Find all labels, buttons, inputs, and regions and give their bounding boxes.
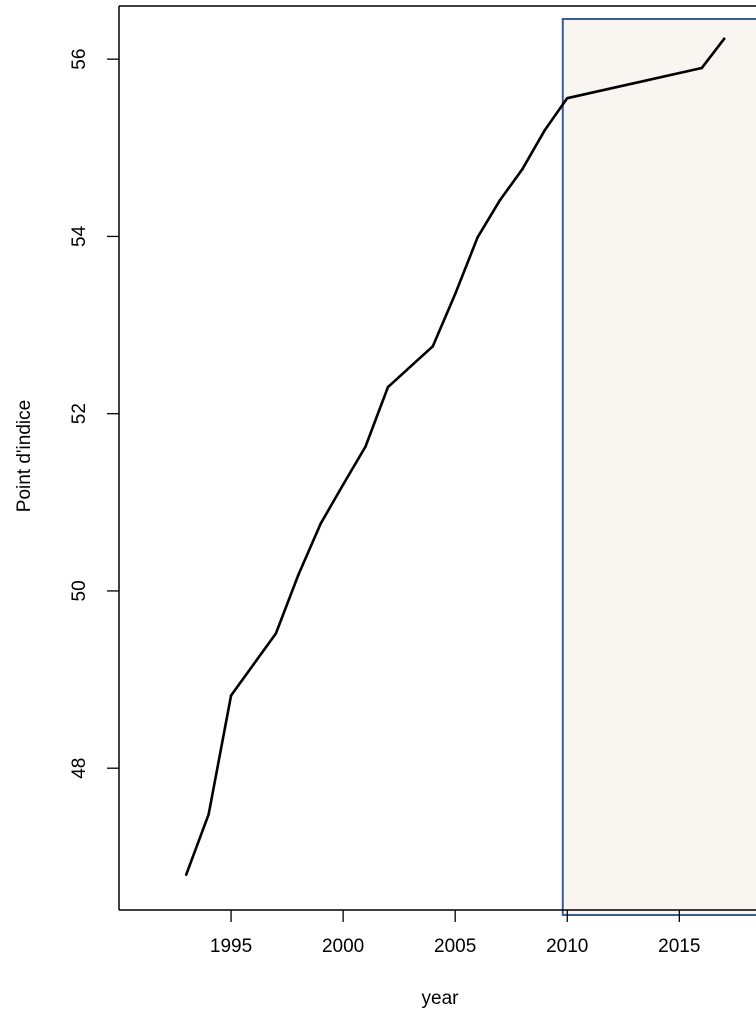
- x-tick-label: 2010: [546, 936, 588, 957]
- x-axis-label: year: [422, 988, 460, 1009]
- data-point: [319, 522, 323, 525]
- data-point: [431, 345, 435, 348]
- data-point: [207, 812, 210, 816]
- data-point: [364, 445, 367, 448]
- x-tick-label: 2015: [658, 936, 700, 957]
- data-point: [184, 873, 188, 876]
- data-point: [229, 694, 233, 697]
- highlight-region: [561, 18, 756, 916]
- x-tick-label: 1995: [210, 936, 252, 957]
- data-point: [386, 385, 390, 389]
- data-point: [565, 96, 569, 100]
- data-point: [453, 292, 457, 296]
- series-line-0: [184, 37, 726, 876]
- x-tick-label: 2000: [322, 936, 364, 957]
- data-point: [409, 365, 412, 369]
- data-point: [521, 167, 524, 171]
- data-point: [341, 483, 345, 486]
- data-point: [297, 573, 300, 577]
- data-point: [476, 236, 479, 239]
- data-point: [722, 37, 726, 41]
- y-tick-label: 48: [69, 758, 90, 779]
- y-tick-label: 50: [69, 580, 90, 601]
- data-point: [252, 663, 255, 666]
- data-point: [498, 198, 502, 202]
- data-point: [700, 66, 704, 70]
- y-axis-label: Point d'indice: [14, 400, 35, 512]
- y-tick-label: 56: [69, 49, 90, 70]
- x-tick-label: 2005: [434, 936, 476, 957]
- data-point: [274, 632, 278, 635]
- data-point: [543, 128, 547, 132]
- y-tick-label: 52: [69, 403, 90, 424]
- y-tick-label: 54: [69, 225, 90, 247]
